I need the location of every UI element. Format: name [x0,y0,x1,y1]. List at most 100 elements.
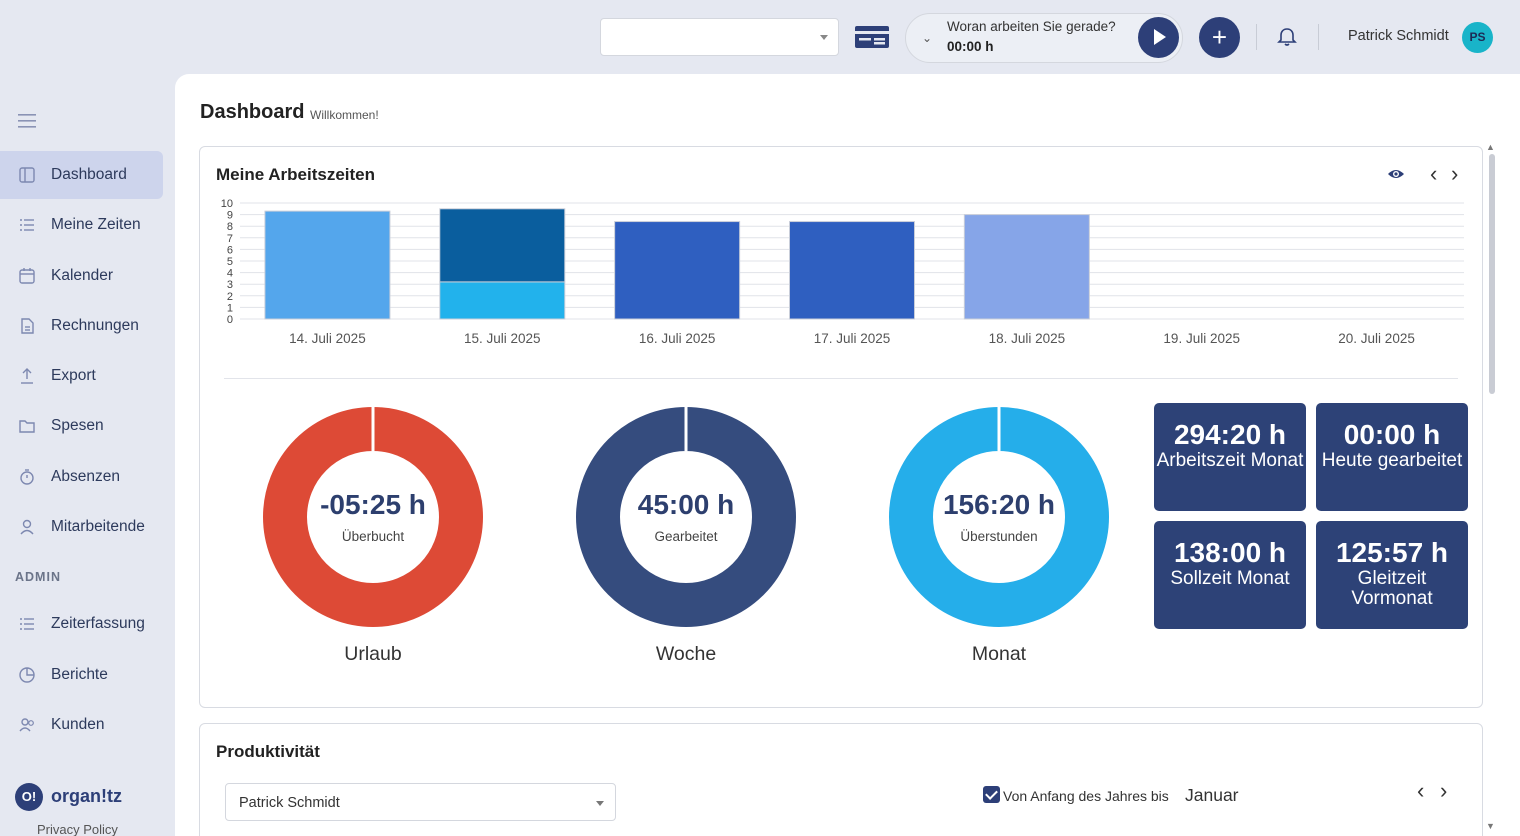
donut-label: Überbucht [341,529,405,544]
donut-value: 156:20 h [942,489,1056,520]
timer-value: 00:00 h [947,39,994,54]
divider [224,378,1458,379]
folder-icon [19,420,35,433]
eye-icon[interactable] [1387,167,1405,181]
timer-question: Woran arbeiten Sie gerade? [947,19,1116,34]
bar-base-3[interactable] [789,221,915,320]
donut-label: Gearbeitet [654,529,718,544]
sidebar-item-label: Absenzen [51,468,120,485]
stat-sollzeit-monat: 138:00 h Sollzeit Monat [1154,521,1306,629]
range-checkbox[interactable] [983,786,1000,803]
bell-icon[interactable] [1276,26,1298,48]
x-tick-label: 14. Juli 2025 [289,331,366,346]
x-tick-label: 18. Juli 2025 [989,331,1066,346]
scroll-up-arrow[interactable]: ▲ [1486,142,1495,152]
productivity-card-title: Produktivität [216,742,320,761]
sidebar-item-label: Berichte [51,666,108,683]
bar-base-2[interactable] [614,221,741,320]
user-name[interactable]: Patrick Schmidt [1348,28,1449,44]
calendar-icon [19,268,35,284]
timer-widget[interactable]: ⌄ Woran arbeiten Sie gerade? 00:00 h [905,13,1183,63]
next-week-button[interactable]: › [1451,161,1459,186]
y-tick-label: 5 [227,256,233,268]
sidebar-item-label: Zeiterfassung [51,615,145,632]
sidebar-item-kalender[interactable]: Kalender [0,252,163,300]
y-tick-label: 4 [227,268,233,280]
sidebar-item-label: Kunden [51,716,105,733]
divider [1256,24,1257,50]
start-timer-button[interactable] [1138,17,1179,58]
scroll-down-arrow[interactable]: ▼ [1486,821,1495,831]
donut-caption: Woche [655,643,717,665]
stat-arbeitszeit-monat: 294:20 h Arbeitszeit Monat [1154,403,1306,511]
stat-value: 00:00 h [1343,419,1441,450]
sidebar-item-label: Rechnungen [51,317,139,334]
donut-chart [576,407,796,627]
sidebar-item-mitarbeitende[interactable]: Mitarbeitende [0,503,163,551]
worktime-card-title: Meine Arbeitszeiten [216,165,376,184]
donut-chart [889,407,1109,627]
donut-woche: 45:00 h Gearbeitet Woche [574,405,798,675]
donut-value: 45:00 h [637,489,735,520]
y-tick-label: 9 [227,210,233,222]
x-tick-label: 15. Juli 2025 [464,331,541,346]
privacy-policy-link[interactable]: Privacy Policy [37,822,118,836]
next-period-button[interactable]: › [1440,778,1448,803]
bar-base-4[interactable] [963,214,1090,320]
time-card-icon[interactable] [854,24,890,50]
sidebar: Dashboard Meine Zeiten Kalender Rechnung… [0,74,175,836]
bar-base-0[interactable] [264,210,391,320]
y-tick-label: 2 [227,291,233,303]
chevron-down-icon[interactable]: ⌄ [922,31,933,45]
bar-stack-1[interactable] [439,208,566,283]
sidebar-item-label: Meine Zeiten [51,216,141,233]
stat-label: Sollzeit Monat [1170,568,1290,589]
productivity-card: Produktivität Patrick Schmidt Von Anfang… [199,723,1483,836]
bar-base-1[interactable] [439,281,566,320]
sidebar-item-label: Mitarbeitende [51,518,145,535]
stat-value: 294:20 h [1173,419,1287,450]
stat-value: 138:00 h [1173,537,1287,568]
hamburger-icon[interactable] [18,114,36,128]
employee-select[interactable]: Patrick Schmidt [225,783,616,821]
range-month[interactable]: Januar [1185,785,1239,805]
scrollbar-thumb[interactable] [1489,154,1495,394]
user-icon [20,519,34,535]
sidebar-item-label: Dashboard [51,166,127,183]
worktime-card: Meine Arbeitszeiten ‹ › 0 1 2 3 4 5 6 7 8 9 10 14. … [199,146,1483,708]
logo-mark: O! [15,783,43,811]
sidebar-item-berichte[interactable]: Berichte [0,651,163,699]
sidebar-item-kunden[interactable]: Kunden [0,701,163,749]
sidebar-item-meine-zeiten[interactable]: Meine Zeiten [0,201,163,249]
prev-period-button[interactable]: ‹ [1417,778,1425,803]
main-content: Dashboard Willkommen! Meine Arbeitszeite… [175,74,1520,836]
sidebar-item-label: Export [51,367,96,384]
y-tick-label: 0 [227,314,233,326]
chevron-down-icon [596,801,604,806]
prev-week-button[interactable]: ‹ [1430,161,1438,186]
sidebar-item-rechnungen[interactable]: Rechnungen [0,302,163,350]
sidebar-item-spesen[interactable]: Spesen [0,402,163,450]
stat-label: Gleitzeit Vormonat [1351,568,1433,609]
sidebar-item-dashboard[interactable]: Dashboard [0,151,163,199]
stopwatch-icon [20,469,34,485]
x-tick-label: 20. Juli 2025 [1338,331,1415,346]
stat-label: Heute gearbeitet [1321,450,1463,471]
top-bar: ⌄ Woran arbeiten Sie gerade? 00:00 h + P… [0,0,1520,74]
stat-label: Arbeitszeit Monat [1156,450,1304,471]
sidebar-item-zeiterfassung[interactable]: Zeiterfassung [0,600,163,648]
donut-caption: Urlaub [344,643,402,665]
sidebar-item-absenzen[interactable]: Absenzen [0,453,163,501]
stat-value: 125:57 h [1335,537,1449,568]
add-entry-button[interactable]: + [1199,17,1240,58]
y-tick-label: 8 [227,221,233,233]
sidebar-item-export[interactable]: Export [0,352,163,400]
donut-chart [263,407,483,627]
stat-heute-gearbeitet: 00:00 h Heute gearbeitet [1316,403,1468,511]
y-tick-label: 6 [227,244,233,256]
donut-label: Überstunden [960,529,1038,544]
project-select[interactable] [600,18,839,56]
avatar[interactable]: PS [1462,22,1493,53]
divider [1318,24,1319,50]
